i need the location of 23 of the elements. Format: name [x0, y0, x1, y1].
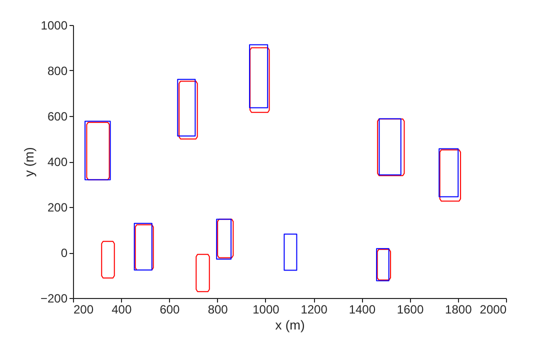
line-series: [439, 149, 462, 202]
y-tick-label: 600: [47, 110, 68, 124]
line-series: [101, 240, 115, 278]
y-tick-label: 200: [47, 200, 68, 214]
x-tick-label: 800: [208, 302, 228, 316]
y-tick-label: −200: [40, 292, 68, 306]
y-axis-title: y (m): [21, 147, 36, 177]
x-tick-label: 1600: [396, 302, 424, 316]
x-tick-label: 1000: [252, 302, 280, 316]
x-tick-label: 1400: [348, 302, 376, 316]
x-tick-label: 1800: [445, 302, 472, 316]
x-tick-label: 600: [160, 302, 180, 316]
y-tick-label: 800: [47, 64, 68, 78]
y-tick-label: 400: [47, 155, 68, 169]
x-tick-label: 400: [112, 302, 132, 316]
line-series: [196, 254, 210, 292]
x-axis-title: x (m): [275, 318, 305, 332]
line-series: [250, 47, 270, 113]
x-tick-label: 1200: [300, 302, 328, 316]
y-tick-label: 0: [60, 246, 68, 260]
y-tick-label: 1000: [40, 18, 68, 32]
x-tick-label: 2000: [480, 302, 507, 316]
x-tick-label: 200: [74, 302, 94, 316]
